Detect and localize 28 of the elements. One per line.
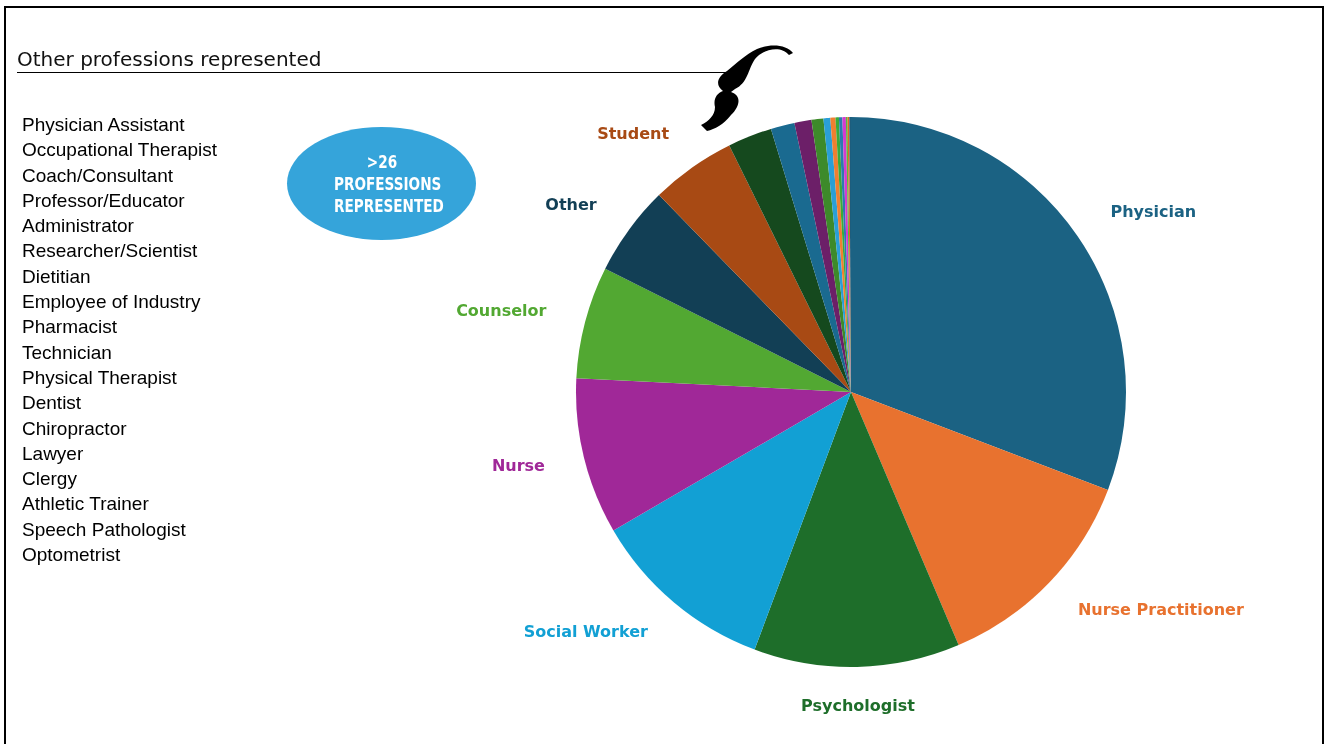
text: Dentist [22,391,83,416]
text: Employee of Industry [22,290,202,315]
text: Occupational Therapist [22,138,218,163]
slice-label: Physician [1110,202,1197,222]
text: Researcher/Scientist [22,239,199,264]
text: Other professions represented [17,46,737,73]
text: Physical Therapist [22,365,178,390]
text: Athletic Trainer [22,492,150,517]
slice-label: Psychologist [801,696,916,716]
text: Pharmacist [22,315,119,340]
slice-label: Nurse [491,455,546,475]
text: Optometrist [22,543,122,568]
text: Chiropractor [22,416,128,441]
text: Speech Pathologist [22,517,187,542]
text: Technician [22,340,113,365]
slice-label: Counselor [456,300,547,320]
text: Lawyer [22,441,85,466]
text: Clergy [22,467,78,492]
slice-label: Student [597,124,670,144]
ellipse-badge: >26 PROFESSIONS REPRESENTED [287,127,476,240]
text: Physician Assistant [22,113,186,137]
slice-label: Other [545,195,597,215]
text: Dietitian [22,264,92,289]
text: Coach/Consultant [22,163,175,188]
text: Administrator [22,214,135,239]
slice-label: Social Worker [523,621,649,641]
slice-label: Nurse Practitioner [1077,599,1244,619]
text: Professor/Educator [22,188,186,213]
